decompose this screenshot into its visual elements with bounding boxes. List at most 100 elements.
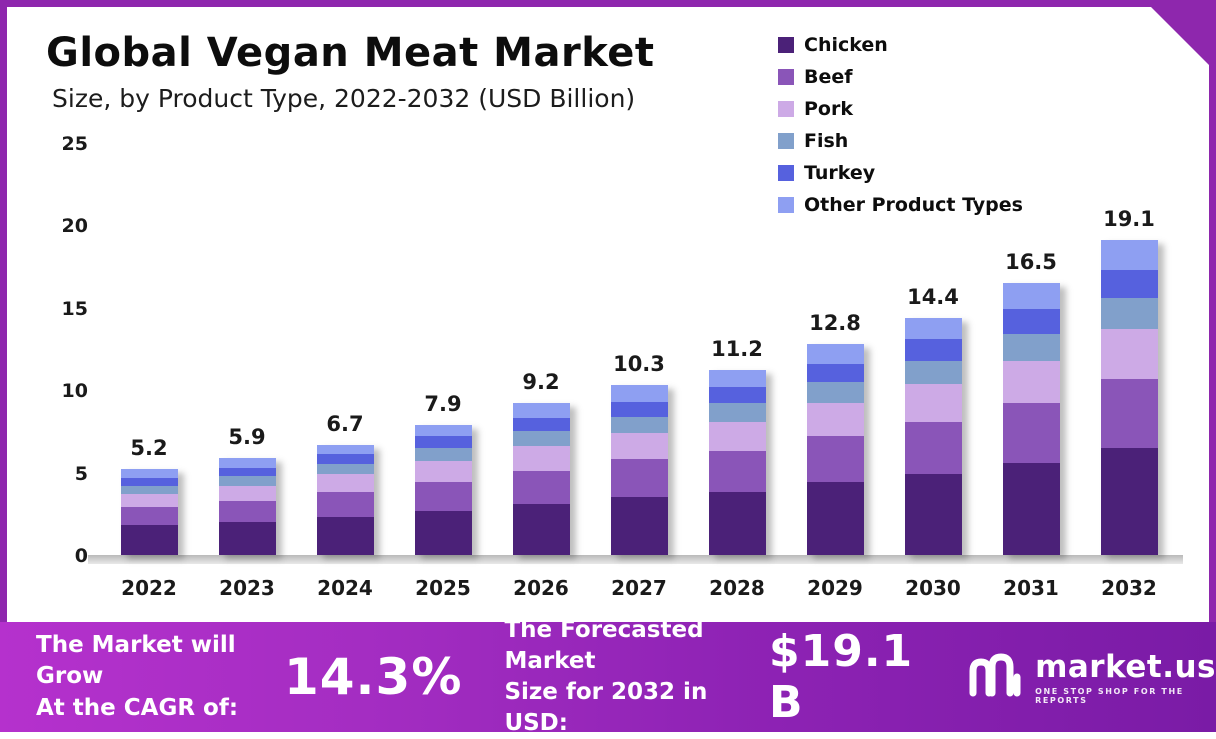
- bar-segment-pork: [708, 421, 766, 452]
- bar-column: 5.2: [100, 436, 198, 555]
- forecast-label-line1: The Forecasted Market: [504, 616, 704, 674]
- x-axis-label: 2023: [219, 576, 275, 600]
- frame-border-right: [1209, 0, 1216, 622]
- bar-segment-other-product-types: [610, 385, 668, 402]
- legend-label: Fish: [804, 130, 849, 152]
- bar-segment-pork: [218, 485, 276, 501]
- bar-stack: [218, 457, 276, 555]
- x-axis-label: 2029: [807, 576, 863, 600]
- bar-segment-fish: [1002, 334, 1060, 361]
- legend-swatch: [778, 165, 794, 181]
- bar-segment-beef: [218, 500, 276, 523]
- bar-segment-pork: [120, 494, 178, 508]
- chart-header: Global Vegan Meat Market Size, by Produc…: [46, 30, 654, 113]
- bar-stack: [512, 403, 570, 555]
- chart-legend: Chicken Beef Pork Fish Turkey Other Product T…: [778, 34, 1023, 216]
- bar-segment-chicken: [512, 503, 570, 555]
- bar-segment-pork: [806, 403, 864, 437]
- bar-total-label: 11.2: [711, 337, 763, 362]
- legend-item: Fish: [778, 130, 1023, 152]
- x-axis-label: 2022: [121, 576, 177, 600]
- bar-segment-fish: [904, 360, 962, 384]
- bar-segment-other-product-types: [218, 457, 276, 468]
- legend-swatch: [778, 101, 794, 117]
- bar-segment-beef: [512, 470, 570, 504]
- bar-segment-turkey: [1002, 309, 1060, 335]
- bar-total-label: 16.5: [1005, 250, 1057, 275]
- bar-segment-chicken: [1100, 447, 1158, 555]
- bar-segment-beef: [1100, 378, 1158, 448]
- legend-label: Chicken: [804, 34, 888, 56]
- bar-segment-beef: [904, 421, 962, 475]
- bar-segment-other-product-types: [806, 344, 864, 364]
- x-axis-label: 2026: [513, 576, 569, 600]
- legend-item: Chicken: [778, 34, 1023, 56]
- forecast-label: The Forecasted Market Size for 2032 in U…: [504, 615, 743, 739]
- bar-segment-pork: [512, 446, 570, 471]
- bar-segment-fish: [512, 431, 570, 447]
- cagr-value: 14.3%: [283, 648, 463, 706]
- bar-stack: [904, 317, 962, 555]
- brand-tagline: ONE STOP SHOP FOR THE REPORTS: [1035, 687, 1184, 705]
- bar-column: 12.8: [786, 311, 884, 555]
- frame-border-left: [0, 0, 7, 622]
- bar-total-label: 19.1: [1103, 207, 1155, 232]
- bar-segment-chicken: [708, 492, 766, 555]
- bar-column: 7.9: [394, 392, 492, 555]
- bar-segment-beef: [1002, 403, 1060, 463]
- x-axis: 2022 2023 2024 2025 2026 2027 2028 2029 2030 2031…: [100, 576, 1178, 600]
- bar-segment-pork: [1002, 360, 1060, 404]
- legend-item: Turkey: [778, 162, 1023, 184]
- y-tick-label: 10: [61, 380, 88, 403]
- bar-total-label: 7.9: [424, 391, 462, 416]
- bar-total-label: 10.3: [613, 352, 665, 377]
- bar-segment-chicken: [120, 525, 178, 555]
- frame-border-top: [0, 0, 1216, 7]
- x-axis-label: 2024: [317, 576, 373, 600]
- y-tick-label: 15: [61, 297, 88, 320]
- bar-column: 9.2: [492, 370, 590, 555]
- bar-total-label: 12.8: [809, 311, 861, 336]
- x-axis-label: 2025: [415, 576, 471, 600]
- bar-segment-other-product-types: [904, 317, 962, 340]
- bar-segment-fish: [806, 381, 864, 404]
- bar-column: 16.5: [982, 250, 1080, 555]
- plot-area: 5.2 5.9 6.7 7.9 9.2 10.3 11.2 12.8 14.4 16.5 19.1: [100, 143, 1178, 555]
- bar-stack: [806, 344, 864, 555]
- bar-segment-beef: [316, 492, 374, 518]
- y-tick-label: 25: [61, 133, 88, 155]
- bar-segment-chicken: [806, 482, 864, 555]
- bar-segment-chicken: [610, 497, 668, 555]
- bar-segment-fish: [708, 403, 766, 422]
- cagr-label-line1: The Market will Grow: [36, 632, 236, 690]
- brand-logo-block: market.us ONE STOP SHOP FOR THE REPORTS: [965, 649, 1216, 705]
- bar-segment-other-product-types: [1002, 283, 1060, 310]
- bar-stack: [610, 385, 668, 555]
- x-axis-label: 2031: [1003, 576, 1059, 600]
- x-axis-label: 2030: [905, 576, 961, 600]
- bar-segment-chicken: [316, 517, 374, 555]
- bar-segment-fish: [1100, 297, 1158, 330]
- bar-segment-beef: [120, 507, 178, 526]
- x-axis-label: 2032: [1101, 576, 1157, 600]
- corner-triangle-decoration: [1144, 0, 1216, 72]
- x-axis-label: 2027: [611, 576, 667, 600]
- y-tick-label: 0: [74, 545, 88, 567]
- bar-segment-chicken: [1002, 462, 1060, 555]
- forecast-label-line2: Size for 2032 in USD:: [504, 679, 708, 737]
- bar-total-label: 14.4: [907, 284, 959, 309]
- bar-stack: [414, 424, 472, 555]
- bar-segment-fish: [316, 464, 374, 475]
- bar-total-label: 9.2: [522, 370, 560, 395]
- bar-stack: [120, 469, 178, 555]
- y-axis: 0 5 10 15 20 25: [40, 133, 88, 567]
- legend-swatch: [778, 69, 794, 85]
- bar-segment-other-product-types: [120, 469, 178, 478]
- forecast-value: $19.1 B: [769, 626, 914, 728]
- bar-segment-beef: [708, 451, 766, 493]
- bar-segment-chicken: [904, 474, 962, 555]
- bar-segment-turkey: [610, 401, 668, 417]
- bar-column: 11.2: [688, 337, 786, 555]
- bar-segment-fish: [120, 485, 178, 495]
- bar-column: 6.7: [296, 412, 394, 555]
